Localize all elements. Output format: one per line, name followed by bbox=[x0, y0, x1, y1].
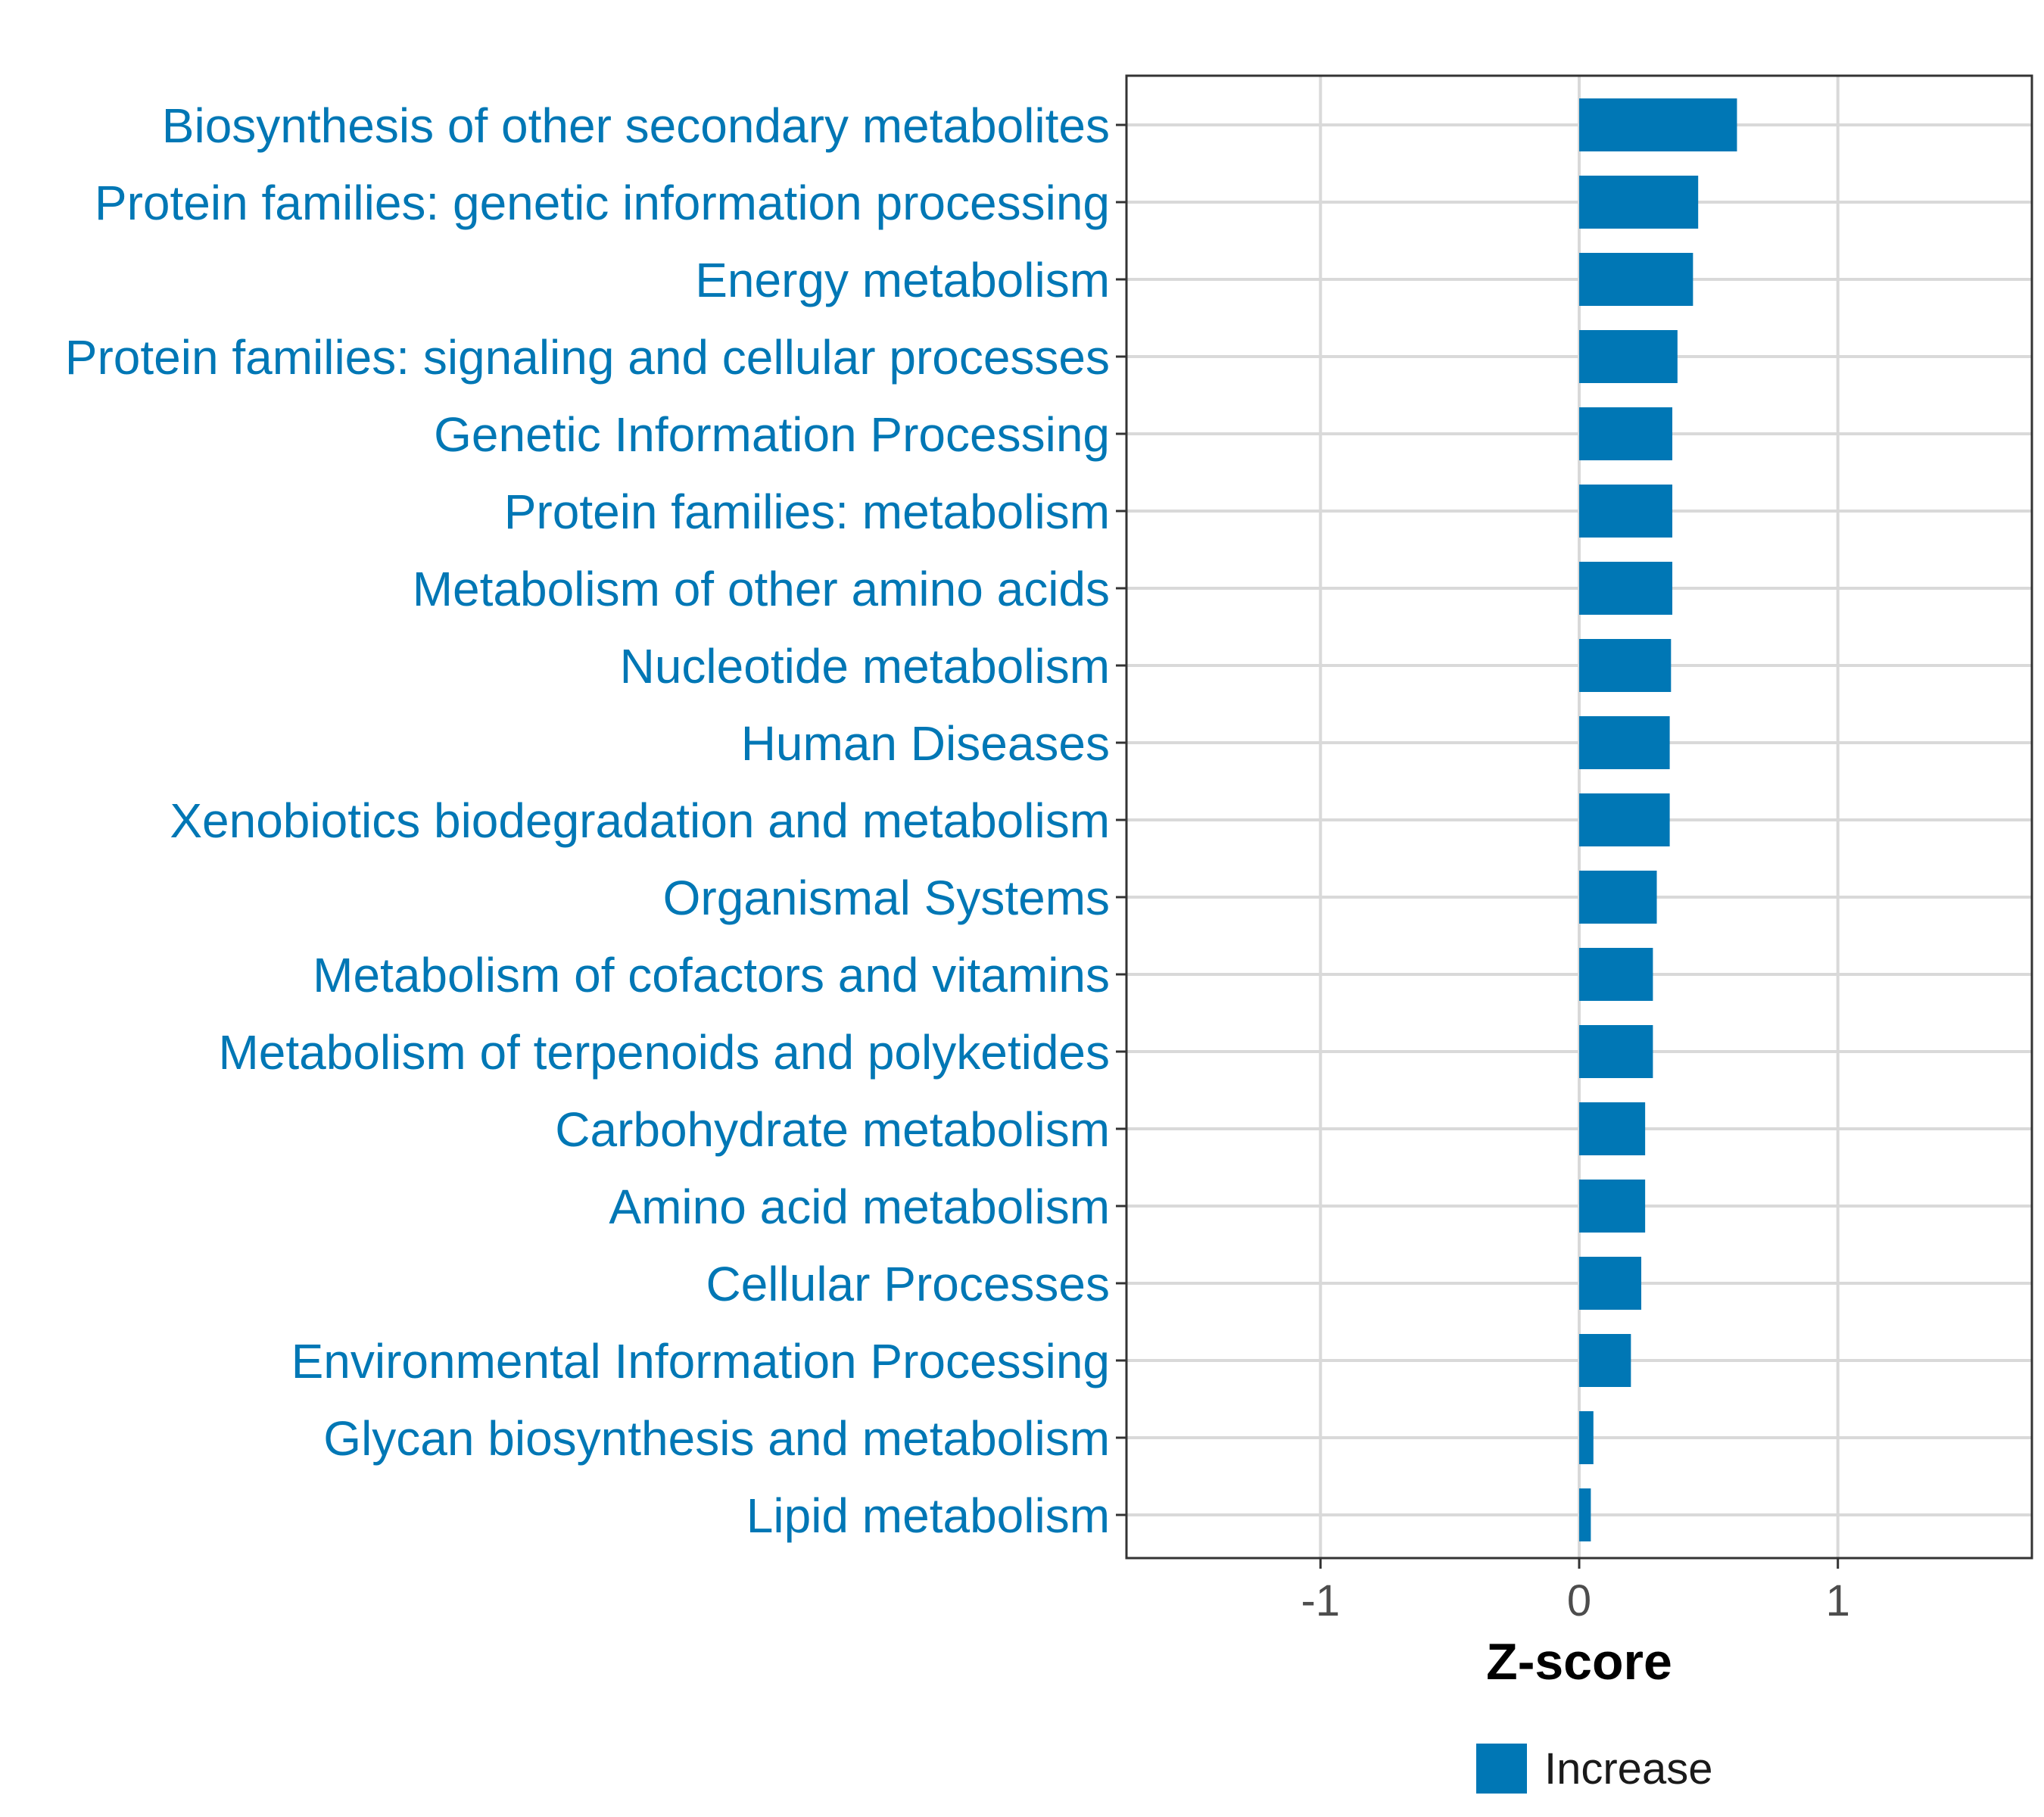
y-tick-label: Protein families: genetic information pr… bbox=[95, 176, 1110, 230]
bar-10 bbox=[1579, 793, 1670, 846]
bar-6 bbox=[1579, 485, 1673, 538]
x-tick-label: 0 bbox=[1567, 1576, 1591, 1625]
bar-1 bbox=[1579, 98, 1737, 151]
y-axis: Biosynthesis of other secondary metaboli… bbox=[65, 98, 1126, 1543]
bar-16 bbox=[1579, 1257, 1642, 1310]
y-tick-label: Human Diseases bbox=[741, 716, 1110, 771]
bar-layer bbox=[1579, 98, 1737, 1541]
legend-label-increase: Increase bbox=[1544, 1744, 1712, 1794]
y-tick-label: Carbohydrate metabolism bbox=[555, 1102, 1110, 1157]
bar-5 bbox=[1579, 407, 1673, 460]
y-tick-label: Organismal Systems bbox=[663, 871, 1110, 925]
y-tick-label: Genetic Information Processing bbox=[434, 407, 1110, 462]
y-tick-label: Metabolism of other amino acids bbox=[413, 562, 1110, 616]
bar-15 bbox=[1579, 1180, 1646, 1233]
x-axis: -1 0 1 bbox=[1301, 1558, 1850, 1625]
bar-9 bbox=[1579, 716, 1670, 769]
bar-7 bbox=[1579, 562, 1673, 615]
y-tick-label: Protein families: signaling and cellular… bbox=[65, 330, 1110, 385]
y-tick-label: Lipid metabolism bbox=[746, 1488, 1110, 1543]
bar-13 bbox=[1579, 1025, 1653, 1078]
y-tick-label: Glycan biosynthesis and metabolism bbox=[323, 1411, 1110, 1466]
bar-11 bbox=[1579, 871, 1657, 924]
y-tick-label: Metabolism of terpenoids and polyketides bbox=[218, 1025, 1110, 1080]
x-axis-title: Z-score bbox=[1486, 1633, 1672, 1691]
y-tick-label: Protein families: metabolism bbox=[504, 485, 1110, 539]
y-tick-label: Amino acid metabolism bbox=[609, 1180, 1110, 1234]
bar-4 bbox=[1579, 330, 1678, 383]
y-tick-label: Environmental Information Processing bbox=[291, 1334, 1110, 1388]
x-tick-label: 1 bbox=[1826, 1576, 1850, 1625]
x-tick-label: -1 bbox=[1301, 1576, 1340, 1625]
y-tick-label: Energy metabolism bbox=[695, 253, 1110, 307]
legend-key-increase bbox=[1476, 1744, 1527, 1794]
y-tick-label: Metabolism of cofactors and vitamins bbox=[313, 948, 1110, 1002]
bar-3 bbox=[1579, 253, 1693, 306]
bar-8 bbox=[1579, 639, 1672, 692]
y-tick-label: Biosynthesis of other secondary metaboli… bbox=[162, 98, 1110, 153]
bar-2 bbox=[1579, 176, 1699, 229]
bar-18 bbox=[1579, 1411, 1594, 1464]
y-tick-label: Cellular Processes bbox=[706, 1257, 1110, 1311]
bar-19 bbox=[1579, 1488, 1591, 1541]
y-tick-label: Nucleotide metabolism bbox=[620, 639, 1110, 693]
bar-12 bbox=[1579, 948, 1653, 1001]
bar-14 bbox=[1579, 1102, 1646, 1155]
bar-17 bbox=[1579, 1334, 1631, 1387]
y-tick-label: Xenobiotics biodegradation and metabolis… bbox=[170, 793, 1110, 848]
